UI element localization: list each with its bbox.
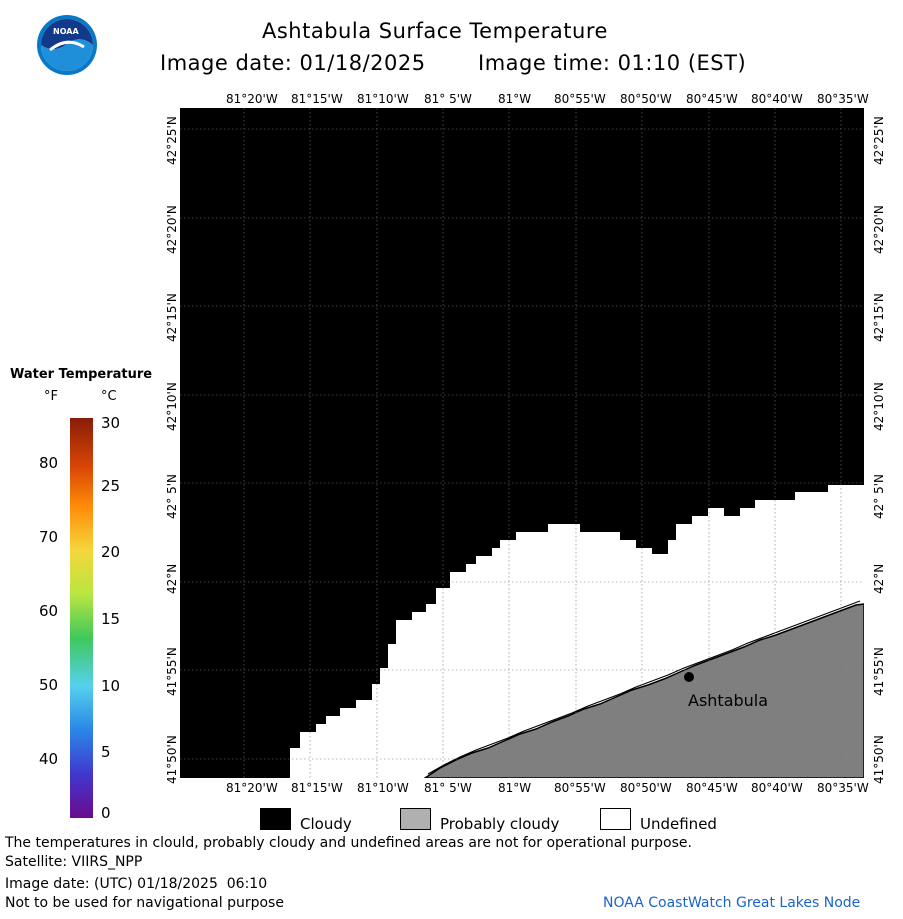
left-lat-label: 41°50'N — [165, 735, 179, 784]
undefined-label: Undefined — [640, 815, 717, 833]
colorbar-c-tick: 0 — [101, 804, 111, 822]
colorbar-f-tick: 60 — [39, 602, 59, 620]
footer-nav-warning: Not to be used for navigational purpose — [5, 895, 284, 911]
map-canvas — [180, 108, 864, 778]
colorbar-f-tick: 70 — [39, 528, 59, 546]
colorbar-unit-c: °C — [101, 389, 117, 404]
bottom-lon-label: 80°55'W — [554, 781, 606, 795]
footer-note: The temperatures in clould, probably clo… — [5, 835, 692, 851]
location-label: Ashtabula — [688, 691, 769, 710]
cloudy-label: Cloudy — [300, 815, 352, 833]
left-lat-label: 42° 5'N — [165, 474, 179, 519]
top-lon-label: 81°10'W — [357, 92, 409, 106]
colorbar-c-tick: 5 — [101, 743, 111, 761]
cloud-mask — [180, 108, 864, 778]
colorbar-f-tick: 80 — [39, 454, 59, 472]
top-lon-label: 80°45'W — [686, 92, 738, 106]
top-lon-label: 80°50'W — [620, 92, 672, 106]
bottom-lon-label: 81° 5'W — [424, 781, 472, 795]
colorbar-c-tick: 30 — [101, 414, 121, 432]
right-lat-label: 42°20'N — [872, 205, 886, 254]
colorbar-unit-f: °F — [44, 389, 58, 404]
right-lat-label: 42°15'N — [872, 293, 886, 342]
left-lat-label: 41°55'N — [165, 647, 179, 696]
undefined-swatch — [600, 808, 631, 830]
image-time: Image time: 01:10 (EST) — [478, 51, 747, 75]
colorbar-f-tick: 40 — [39, 750, 59, 768]
right-lat-label: 42° 5'N — [872, 474, 886, 519]
top-lon-label: 81° 5'W — [424, 92, 472, 106]
right-lat-label: 41°55'N — [872, 647, 886, 696]
left-lat-label: 42°N — [165, 563, 179, 594]
left-lat-label: 42°15'N — [165, 293, 179, 342]
probably-cloudy-swatch — [400, 808, 431, 830]
probably-cloudy-label: Probably cloudy — [440, 815, 560, 833]
bottom-lon-label: 81°W — [498, 781, 532, 795]
shoreline — [427, 600, 861, 775]
bottom-lon-label: 80°40'W — [751, 781, 803, 795]
colorbar-c-tick: 25 — [101, 477, 121, 495]
colorbar-f-tick: 50 — [39, 676, 59, 694]
colorbar — [70, 418, 93, 818]
colorbar-c-tick: 10 — [101, 677, 121, 695]
image-date: Image date: 01/18/2025 — [160, 51, 426, 75]
bottom-lon-label: 80°50'W — [620, 781, 672, 795]
left-lat-label: 42°20'N — [165, 205, 179, 254]
colorbar-title: Water Temperature — [10, 367, 153, 382]
cloudy-swatch — [260, 808, 291, 830]
footer-satellite: Satellite: VIIRS_NPP — [5, 854, 143, 870]
top-lon-label: 80°40'W — [751, 92, 803, 106]
top-lon-label: 80°55'W — [554, 92, 606, 106]
page-title: Ashtabula Surface Temperature — [262, 19, 608, 43]
left-lat-label: 42°25'N — [165, 116, 179, 165]
top-lon-label: 81°15'W — [291, 92, 343, 106]
bottom-lon-label: 80°35'W — [817, 781, 869, 795]
footer-credit: NOAA CoastWatch Great Lakes Node — [603, 895, 861, 911]
noaa-logo: NOAA — [36, 14, 98, 76]
colorbar-c-tick: 20 — [101, 543, 121, 561]
top-lon-label: 81°20'W — [226, 92, 278, 106]
bottom-lon-label: 80°45'W — [686, 781, 738, 795]
right-lat-label: 42°10'N — [872, 382, 886, 431]
top-lon-label: 81°W — [498, 92, 532, 106]
right-lat-label: 41°50'N — [872, 735, 886, 784]
bottom-lon-label: 81°20'W — [226, 781, 278, 795]
right-lat-label: 42°N — [872, 563, 886, 594]
top-lon-label: 80°35'W — [817, 92, 869, 106]
map-panel: Ashtabula — [180, 108, 864, 778]
bottom-lon-label: 81°10'W — [357, 781, 409, 795]
right-lat-label: 42°25'N — [872, 116, 886, 165]
ashtabula-marker — [684, 672, 694, 682]
land-mask — [423, 603, 864, 778]
footer-utc-date: Image date: (UTC) 01/18/2025 06:10 — [5, 876, 268, 892]
noaa-logo-text: NOAA — [53, 27, 79, 36]
bottom-lon-label: 81°15'W — [291, 781, 343, 795]
left-lat-label: 42°10'N — [165, 382, 179, 431]
colorbar-c-tick: 15 — [101, 610, 121, 628]
